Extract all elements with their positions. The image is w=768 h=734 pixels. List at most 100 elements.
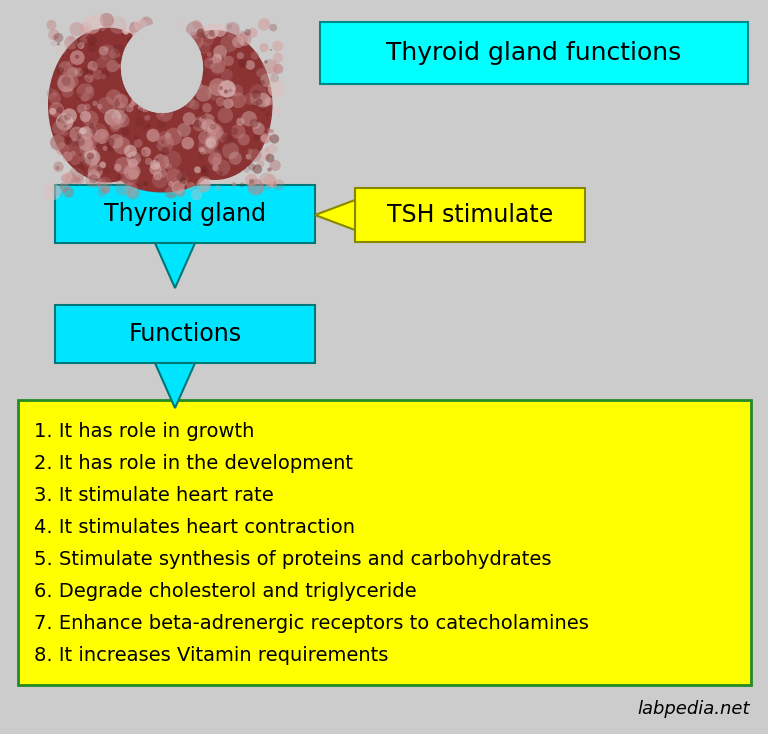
Circle shape — [113, 137, 131, 154]
Circle shape — [57, 67, 64, 74]
Circle shape — [131, 70, 137, 76]
Circle shape — [260, 106, 266, 112]
Circle shape — [223, 98, 233, 109]
Circle shape — [100, 13, 114, 27]
Circle shape — [119, 135, 123, 139]
Circle shape — [186, 76, 188, 79]
Circle shape — [257, 145, 263, 151]
Circle shape — [92, 62, 98, 68]
Circle shape — [149, 56, 152, 59]
Circle shape — [264, 97, 273, 106]
Circle shape — [159, 69, 164, 74]
Circle shape — [79, 133, 97, 151]
Circle shape — [158, 83, 174, 100]
Circle shape — [245, 174, 257, 186]
Circle shape — [156, 135, 174, 153]
Circle shape — [114, 94, 128, 108]
Circle shape — [84, 78, 90, 84]
Ellipse shape — [157, 30, 273, 180]
Circle shape — [97, 166, 102, 172]
Circle shape — [57, 107, 63, 113]
Circle shape — [205, 132, 207, 134]
Circle shape — [78, 98, 81, 101]
Circle shape — [213, 118, 217, 122]
Circle shape — [250, 93, 263, 106]
Circle shape — [220, 134, 227, 141]
Circle shape — [260, 73, 274, 87]
Circle shape — [240, 182, 245, 187]
Circle shape — [121, 34, 124, 37]
Circle shape — [134, 18, 147, 32]
Circle shape — [190, 38, 193, 42]
Circle shape — [134, 139, 143, 148]
Circle shape — [104, 109, 121, 126]
Circle shape — [195, 85, 212, 101]
Circle shape — [69, 22, 84, 37]
Text: 5. Stimulate synthesis of proteins and carbohydrates: 5. Stimulate synthesis of proteins and c… — [34, 550, 551, 569]
Circle shape — [248, 163, 256, 170]
Text: 6. Degrade cholesterol and triglyceride: 6. Degrade cholesterol and triglyceride — [34, 582, 416, 601]
Circle shape — [69, 126, 84, 142]
Circle shape — [70, 154, 81, 165]
Circle shape — [114, 157, 132, 174]
Circle shape — [155, 61, 171, 77]
Circle shape — [211, 148, 220, 156]
Circle shape — [167, 57, 180, 70]
Circle shape — [248, 28, 257, 37]
Circle shape — [80, 111, 91, 122]
Circle shape — [197, 178, 211, 192]
Circle shape — [264, 60, 267, 63]
Circle shape — [209, 126, 223, 139]
Circle shape — [68, 35, 74, 42]
Circle shape — [114, 57, 121, 63]
Circle shape — [231, 124, 246, 139]
Circle shape — [85, 87, 93, 94]
Circle shape — [148, 46, 158, 56]
Circle shape — [237, 117, 244, 126]
Circle shape — [222, 142, 239, 159]
Circle shape — [121, 167, 138, 186]
Circle shape — [109, 16, 127, 34]
Circle shape — [124, 164, 140, 180]
Circle shape — [99, 45, 116, 61]
Circle shape — [207, 124, 223, 140]
Circle shape — [151, 28, 166, 42]
Circle shape — [87, 152, 92, 158]
Circle shape — [273, 179, 284, 190]
Circle shape — [244, 92, 257, 105]
Circle shape — [131, 98, 139, 106]
Circle shape — [223, 135, 233, 145]
Circle shape — [164, 50, 170, 57]
Text: 4. It stimulates heart contraction: 4. It stimulates heart contraction — [34, 518, 355, 537]
Circle shape — [270, 181, 277, 189]
Polygon shape — [315, 200, 355, 230]
Ellipse shape — [112, 137, 212, 192]
Circle shape — [207, 123, 220, 134]
Circle shape — [84, 125, 98, 138]
Circle shape — [208, 60, 213, 65]
Circle shape — [145, 158, 152, 165]
Circle shape — [161, 45, 174, 59]
Circle shape — [202, 143, 213, 154]
Circle shape — [89, 174, 98, 183]
Circle shape — [153, 171, 162, 181]
Circle shape — [52, 121, 67, 135]
Circle shape — [170, 57, 180, 68]
Circle shape — [219, 86, 223, 90]
Circle shape — [161, 139, 165, 144]
Text: TSH stimulate: TSH stimulate — [387, 203, 553, 227]
Bar — [55, 305, 315, 363]
Circle shape — [260, 133, 271, 144]
Circle shape — [229, 152, 242, 165]
Circle shape — [272, 40, 283, 51]
Circle shape — [124, 183, 137, 197]
Circle shape — [189, 61, 204, 76]
Circle shape — [134, 79, 141, 85]
Circle shape — [166, 68, 180, 83]
Circle shape — [192, 117, 207, 131]
Circle shape — [97, 103, 102, 109]
Circle shape — [46, 20, 57, 30]
Circle shape — [194, 120, 202, 128]
Circle shape — [88, 36, 97, 46]
Circle shape — [118, 120, 124, 128]
